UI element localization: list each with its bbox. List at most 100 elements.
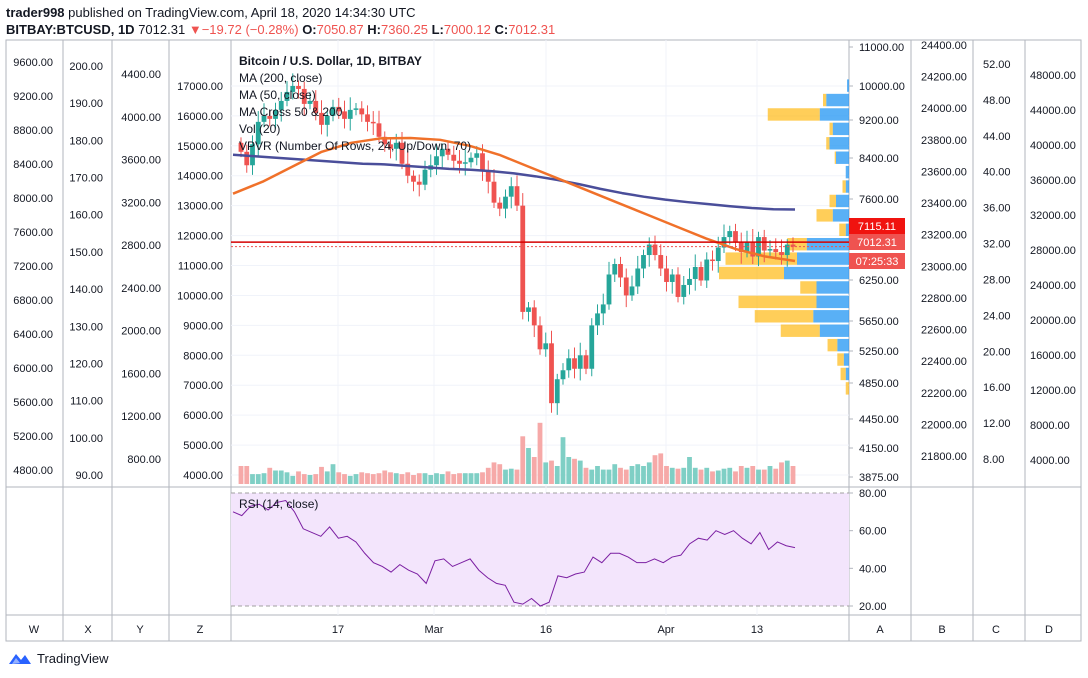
volume-bar bbox=[761, 469, 767, 484]
time-tick-label: Mar bbox=[425, 624, 444, 636]
price-tick-label: 9000.00 bbox=[183, 320, 223, 332]
right-axis-b-tick-label: 23000.00 bbox=[921, 261, 967, 273]
candle-body bbox=[526, 307, 531, 312]
candle-body bbox=[370, 121, 376, 124]
volume-bar bbox=[531, 457, 537, 484]
candle-body bbox=[566, 358, 572, 371]
left-axis-w-tick-label: 5600.00 bbox=[13, 397, 53, 409]
vpvr-up-bar bbox=[832, 209, 849, 222]
candle-body bbox=[635, 268, 641, 287]
last-price-tag-bg bbox=[849, 234, 905, 250]
candle-body bbox=[503, 196, 508, 209]
right-axis-c-tick-label: 36.00 bbox=[983, 203, 1011, 215]
volume-bar bbox=[629, 466, 635, 484]
right-axis-c-tick-label: 20.00 bbox=[983, 346, 1011, 358]
candle-body bbox=[255, 121, 261, 145]
vpvr-down-bar bbox=[829, 122, 833, 136]
candle-body bbox=[681, 284, 687, 297]
right-axis-a-tick-label: 8400.00 bbox=[859, 153, 899, 165]
volume-bar bbox=[543, 462, 549, 484]
candle-body bbox=[514, 186, 520, 206]
left-axis-y-tick-label: 4000.00 bbox=[121, 112, 161, 124]
candle-body bbox=[376, 123, 382, 137]
legend-item: Vol (20) bbox=[239, 122, 280, 136]
vpvr-down-bar bbox=[738, 295, 817, 309]
volume-bar bbox=[313, 474, 319, 484]
volume-bar bbox=[589, 469, 595, 484]
volume-bar bbox=[692, 467, 698, 484]
candle-body bbox=[623, 277, 629, 296]
candle-body bbox=[669, 274, 675, 282]
tradingview-logo-icon bbox=[9, 654, 31, 664]
time-tick-label: 16 bbox=[540, 624, 552, 636]
vpvr-up-bar bbox=[816, 295, 849, 309]
volume-bar bbox=[273, 470, 278, 484]
vpvr-up-bar bbox=[832, 122, 849, 136]
vpvr-up-bar bbox=[819, 324, 849, 337]
volume-bar bbox=[750, 466, 756, 484]
candle-body bbox=[692, 267, 698, 279]
vpvr-up-bar bbox=[806, 238, 849, 251]
candle-body bbox=[330, 106, 336, 116]
volume-bar bbox=[744, 467, 750, 484]
vpvr-histogram bbox=[719, 79, 849, 395]
volume-bar bbox=[572, 458, 577, 484]
volume-bar bbox=[370, 474, 376, 484]
candle-body bbox=[543, 343, 549, 350]
left-axis-x-tick-label: 170.00 bbox=[69, 173, 103, 185]
left-axis-y-tick-label: 2400.00 bbox=[121, 283, 161, 295]
vpvr-up-bar bbox=[813, 310, 849, 323]
open-value: 7050.87 bbox=[316, 22, 364, 37]
volume-bar bbox=[319, 466, 324, 484]
right-axis-c-tick-label: 24.00 bbox=[983, 310, 1011, 322]
vpvr-down-bar bbox=[834, 151, 836, 164]
right-axis-d-tick-label: 40000.00 bbox=[1030, 140, 1076, 152]
price-tick-label: 12000.00 bbox=[177, 231, 223, 243]
right-axis-c-tick-label: 32.00 bbox=[983, 239, 1011, 251]
right-axis-a-tick-label: 11000.00 bbox=[859, 42, 904, 54]
vpvr-down-bar bbox=[842, 180, 846, 193]
vpvr-down-bar bbox=[839, 223, 846, 236]
vpvr-up-bar bbox=[797, 252, 849, 265]
left-axis-x-tick-label: 190.00 bbox=[69, 98, 103, 110]
right-axis-d-axis: 4000.00 8000.00 12000.00 16000.00 20000.00 24… bbox=[1030, 70, 1076, 467]
candle-body bbox=[307, 100, 313, 104]
left-axis-w-tick-label: 4800.00 bbox=[13, 465, 53, 477]
volume-bar bbox=[606, 469, 612, 484]
candle-body bbox=[704, 259, 710, 281]
right-axis-b-axis: 21800.00 22000.00 22200.00 22400.00 22600.00… bbox=[921, 40, 967, 463]
candle-body bbox=[336, 106, 342, 112]
volume-bar bbox=[646, 462, 652, 484]
right-axis-name: C bbox=[992, 624, 1000, 636]
volume-bar bbox=[405, 472, 411, 484]
vpvr-down-bar bbox=[800, 281, 817, 294]
candle-body bbox=[606, 274, 612, 305]
volume-bar bbox=[779, 462, 784, 484]
right-axis-b-tick-label: 23800.00 bbox=[921, 135, 967, 147]
candle-body bbox=[727, 231, 733, 238]
volume-bar bbox=[727, 467, 733, 484]
open-label: O: bbox=[302, 22, 317, 37]
volume-bar bbox=[497, 464, 503, 484]
author-name[interactable]: trader998 bbox=[6, 5, 65, 20]
candle-body bbox=[238, 142, 244, 152]
right-axis-b-tick-label: 22000.00 bbox=[921, 419, 967, 431]
volume-bar bbox=[296, 471, 301, 484]
right-axis-c-tick-label: 28.00 bbox=[983, 274, 1011, 286]
left-axis-x-tick-label: 160.00 bbox=[69, 210, 103, 222]
candle-body bbox=[687, 278, 692, 285]
last-price-tag-text: 7012.31 bbox=[857, 237, 897, 249]
vpvr-up-bar bbox=[845, 367, 849, 381]
right-axis-d-tick-label: 48000.00 bbox=[1030, 70, 1076, 82]
left-axis-w-tick-label: 6000.00 bbox=[13, 363, 53, 375]
footer-brand[interactable]: TradingView bbox=[8, 650, 109, 666]
volume-bar bbox=[710, 471, 715, 484]
vpvr-down-bar bbox=[725, 252, 797, 265]
volume-bar bbox=[784, 460, 790, 484]
candlesticks bbox=[238, 73, 796, 415]
volume-bar bbox=[756, 469, 761, 484]
left-axis-x-tick-label: 180.00 bbox=[69, 135, 103, 147]
countdown-tag: 07:25:33 bbox=[849, 253, 905, 269]
